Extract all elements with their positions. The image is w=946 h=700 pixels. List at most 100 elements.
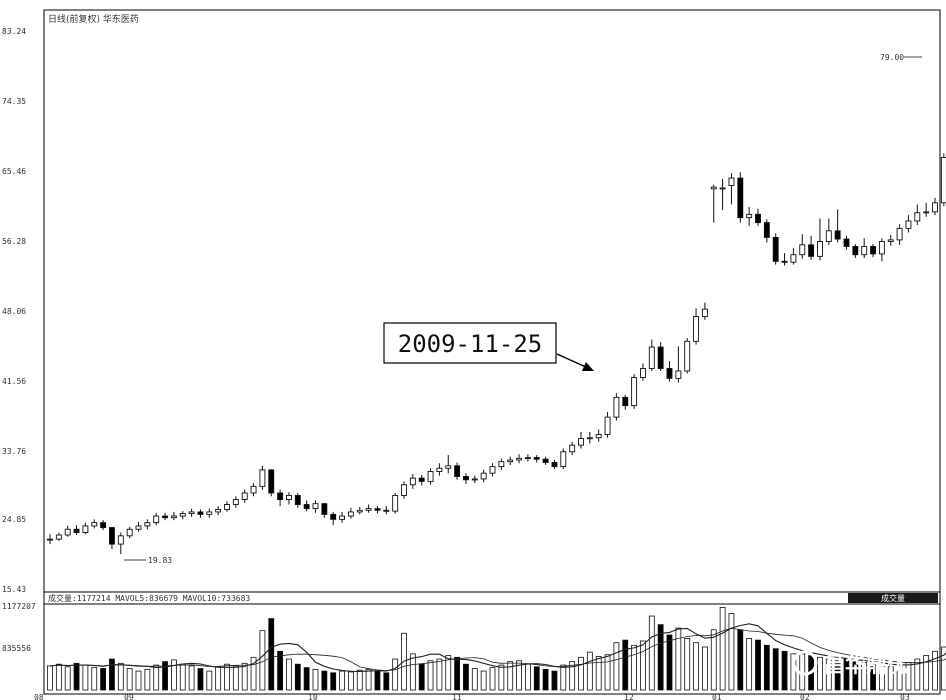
candle-body (73, 528, 80, 533)
price-tick-label: 24.85 (2, 515, 26, 524)
volume-bar (374, 670, 381, 691)
volume-bar (763, 644, 770, 691)
annotation-box (383, 322, 557, 364)
candle-body (356, 509, 363, 513)
volume-bar (560, 664, 567, 691)
candle-body (843, 238, 850, 247)
candle-body (781, 260, 788, 263)
volume-bar (914, 658, 921, 691)
price-tick-label: 41.56 (2, 377, 26, 386)
volume-bar (392, 658, 399, 691)
candle-body (799, 244, 806, 256)
candle-body (170, 515, 177, 519)
candle-body (586, 437, 593, 440)
volume-bar (772, 648, 779, 691)
candle-body (250, 485, 257, 494)
volume-bar (144, 668, 151, 691)
month-label: 03 (900, 693, 910, 700)
volume-bar (923, 655, 930, 691)
candle-body (436, 467, 443, 472)
volume-bar (578, 656, 584, 691)
month-label: 12 (624, 693, 634, 700)
candle-body (471, 478, 478, 481)
volume-bar (940, 646, 946, 691)
candle-body (498, 461, 505, 468)
volume-bar (498, 664, 505, 691)
volume-bar (507, 661, 514, 691)
candle-body (560, 451, 567, 468)
candle-body (613, 396, 620, 418)
volume-bar (454, 656, 461, 691)
volume-bar (843, 658, 850, 691)
candle-body (126, 528, 133, 537)
candle-body (746, 213, 753, 219)
candle-body (569, 444, 576, 453)
volume-bar (330, 672, 337, 691)
volume-bar (206, 670, 213, 691)
annotation-arrow-line (556, 353, 589, 369)
candle-body (82, 525, 89, 533)
candle-body (135, 525, 142, 530)
candle-body (640, 368, 646, 379)
volume-bar (188, 665, 195, 691)
candle-body (409, 477, 416, 486)
candle-body (55, 534, 62, 540)
volume-bar (117, 662, 124, 691)
volume-bar (728, 613, 735, 691)
volume-bar (241, 662, 248, 691)
volume-badge[interactable] (848, 593, 938, 603)
candle-body (294, 494, 301, 505)
volume-bar (55, 663, 62, 691)
volume-bar (436, 658, 443, 691)
candle-body (631, 377, 638, 407)
candle-body (241, 492, 248, 501)
candle-body (347, 511, 354, 517)
annotation-arrow-head (582, 362, 594, 371)
candle-body (100, 522, 107, 529)
candle-body (940, 157, 946, 204)
volume-bar (383, 672, 390, 691)
volume-bar (675, 627, 682, 691)
volume-bar (595, 656, 602, 691)
candle-body (701, 308, 708, 318)
candle-body (392, 494, 399, 512)
price-tick-label: 74.35 (2, 97, 26, 106)
volume-bar (489, 667, 496, 691)
volume-bar (648, 615, 655, 691)
candle-body (516, 457, 522, 461)
candle-body (401, 484, 407, 496)
candle-body (454, 465, 461, 477)
candle-body (489, 466, 496, 474)
candle-body (463, 476, 469, 481)
volume-bar (480, 670, 487, 691)
volume-badge-label[interactable]: 成交量 (881, 593, 905, 603)
volume-bar (932, 650, 938, 691)
price-tick-label: 48.06 (2, 307, 26, 316)
volume-bar (852, 661, 859, 691)
candle-body (808, 244, 815, 257)
price-tick-label: 65.46 (2, 167, 26, 176)
volume-bar (879, 665, 885, 691)
annotation-date: 2009-11-25 (398, 330, 543, 358)
volume-bar (533, 666, 540, 691)
candle-body (215, 509, 222, 513)
volume-bar (347, 671, 354, 691)
volume-bars (47, 607, 946, 691)
month-label: 08 (34, 693, 44, 700)
volume-bar (365, 668, 372, 691)
volume-bar (286, 658, 292, 691)
candle-body (179, 513, 186, 517)
candle-body (763, 222, 770, 238)
candle-body (578, 438, 584, 446)
volume-indicator-label: 成交量:1177214 MAVOL5:836679 MAVOL10:733683 (48, 593, 250, 603)
candle-body (728, 177, 735, 186)
volume-bar (622, 639, 629, 691)
candle-body (737, 177, 744, 219)
volume-bar (356, 669, 363, 691)
volume-tick-label: 835556 (2, 644, 31, 653)
candle-body (321, 503, 328, 515)
volume-bar (569, 661, 576, 691)
candle-body (755, 213, 761, 224)
candle-body (896, 227, 903, 241)
volume-bar (135, 670, 142, 691)
